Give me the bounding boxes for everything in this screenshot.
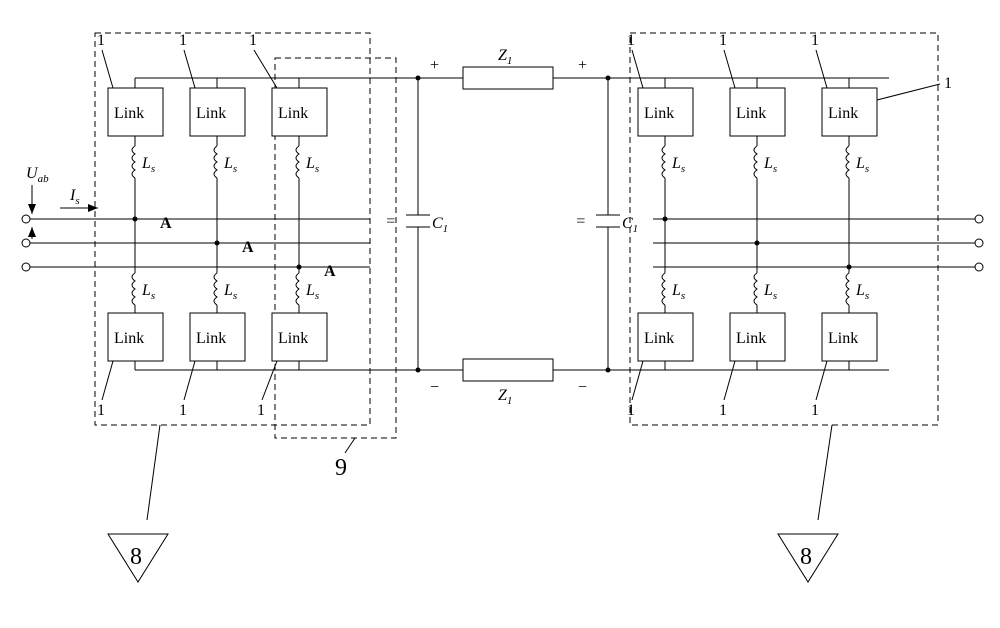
svg-text:1: 1 — [627, 402, 635, 419]
impedance-z1-top — [463, 67, 553, 89]
dc-link: Z1 Z1 = C1 = C1 + + − − — [370, 47, 653, 407]
svg-text:Ls: Ls — [763, 155, 777, 175]
svg-text:A: A — [324, 263, 336, 280]
svg-text:Link: Link — [736, 330, 766, 347]
svg-text:1: 1 — [249, 32, 257, 49]
impedance-z1-bot — [463, 359, 553, 381]
svg-text:Z1: Z1 — [498, 47, 512, 67]
svg-text:Ls: Ls — [305, 155, 319, 175]
svg-text:Link: Link — [828, 105, 858, 122]
plus-left: + — [430, 57, 439, 74]
label-8-left: 8 — [130, 544, 142, 570]
svg-text:1: 1 — [811, 32, 819, 49]
inductor-icon — [132, 146, 135, 219]
svg-text:Link: Link — [196, 105, 226, 122]
svg-text:Link: Link — [278, 330, 308, 347]
svg-text:Ls: Ls — [855, 282, 869, 302]
svg-text:Link: Link — [644, 330, 674, 347]
svg-text:1: 1 — [719, 402, 727, 419]
plus-right: + — [578, 57, 587, 74]
label-9: 9 — [335, 455, 347, 481]
svg-text:Ls: Ls — [141, 282, 155, 302]
svg-text:Ls: Ls — [223, 155, 237, 175]
c1-label-left: C1 — [432, 215, 448, 235]
svg-text:Ls: Ls — [671, 155, 685, 175]
svg-text:1: 1 — [811, 402, 819, 419]
svg-text:1: 1 — [719, 32, 727, 49]
is-label: Is — [69, 187, 80, 207]
svg-text:Link: Link — [278, 105, 308, 122]
svg-text:1: 1 — [627, 32, 635, 49]
group-labels: 9 8 8 — [108, 425, 838, 582]
svg-text:1: 1 — [944, 75, 952, 92]
svg-text:Z1: Z1 — [498, 387, 512, 407]
inductor-icon — [214, 146, 217, 243]
svg-text:=: = — [575, 213, 586, 230]
right-converter: Link Ls Ls Link Link Ls Ls Link — [638, 78, 889, 370]
left-ac-terminals: Uab Is — [22, 165, 370, 271]
phase-a-label: A — [160, 215, 172, 232]
svg-text:1: 1 — [179, 402, 187, 419]
link-label: Link — [114, 105, 144, 122]
inductor-icon — [296, 273, 299, 305]
svg-text:=: = — [385, 213, 396, 230]
svg-text:1: 1 — [97, 402, 105, 419]
svg-text:Ls: Ls — [855, 155, 869, 175]
svg-text:Link: Link — [196, 330, 226, 347]
inductor-icon — [214, 273, 217, 305]
svg-text:Link: Link — [828, 330, 858, 347]
svg-text:Link: Link — [644, 105, 674, 122]
minus-right: − — [578, 379, 587, 396]
inductor-icon — [296, 146, 299, 267]
right-ac-terminals — [653, 215, 983, 271]
label-8-right: 8 — [800, 544, 812, 570]
inductor-icon — [132, 273, 135, 305]
svg-text:Ls: Ls — [763, 282, 777, 302]
svg-text:Ls: Ls — [305, 282, 319, 302]
svg-text:1: 1 — [179, 32, 187, 49]
minus-left: − — [430, 379, 439, 396]
left-converter: Link Ls A Ls Link Link — [108, 78, 370, 370]
svg-text:Ls: Ls — [671, 282, 685, 302]
svg-text:Ls: Ls — [141, 155, 155, 175]
uab-label: Uab — [26, 165, 49, 185]
svg-text:A: A — [242, 239, 254, 256]
svg-text:Link: Link — [736, 105, 766, 122]
svg-text:Ls: Ls — [223, 282, 237, 302]
svg-text:1: 1 — [257, 402, 265, 419]
svg-text:1: 1 — [97, 32, 105, 49]
svg-text:Link: Link — [114, 330, 144, 347]
